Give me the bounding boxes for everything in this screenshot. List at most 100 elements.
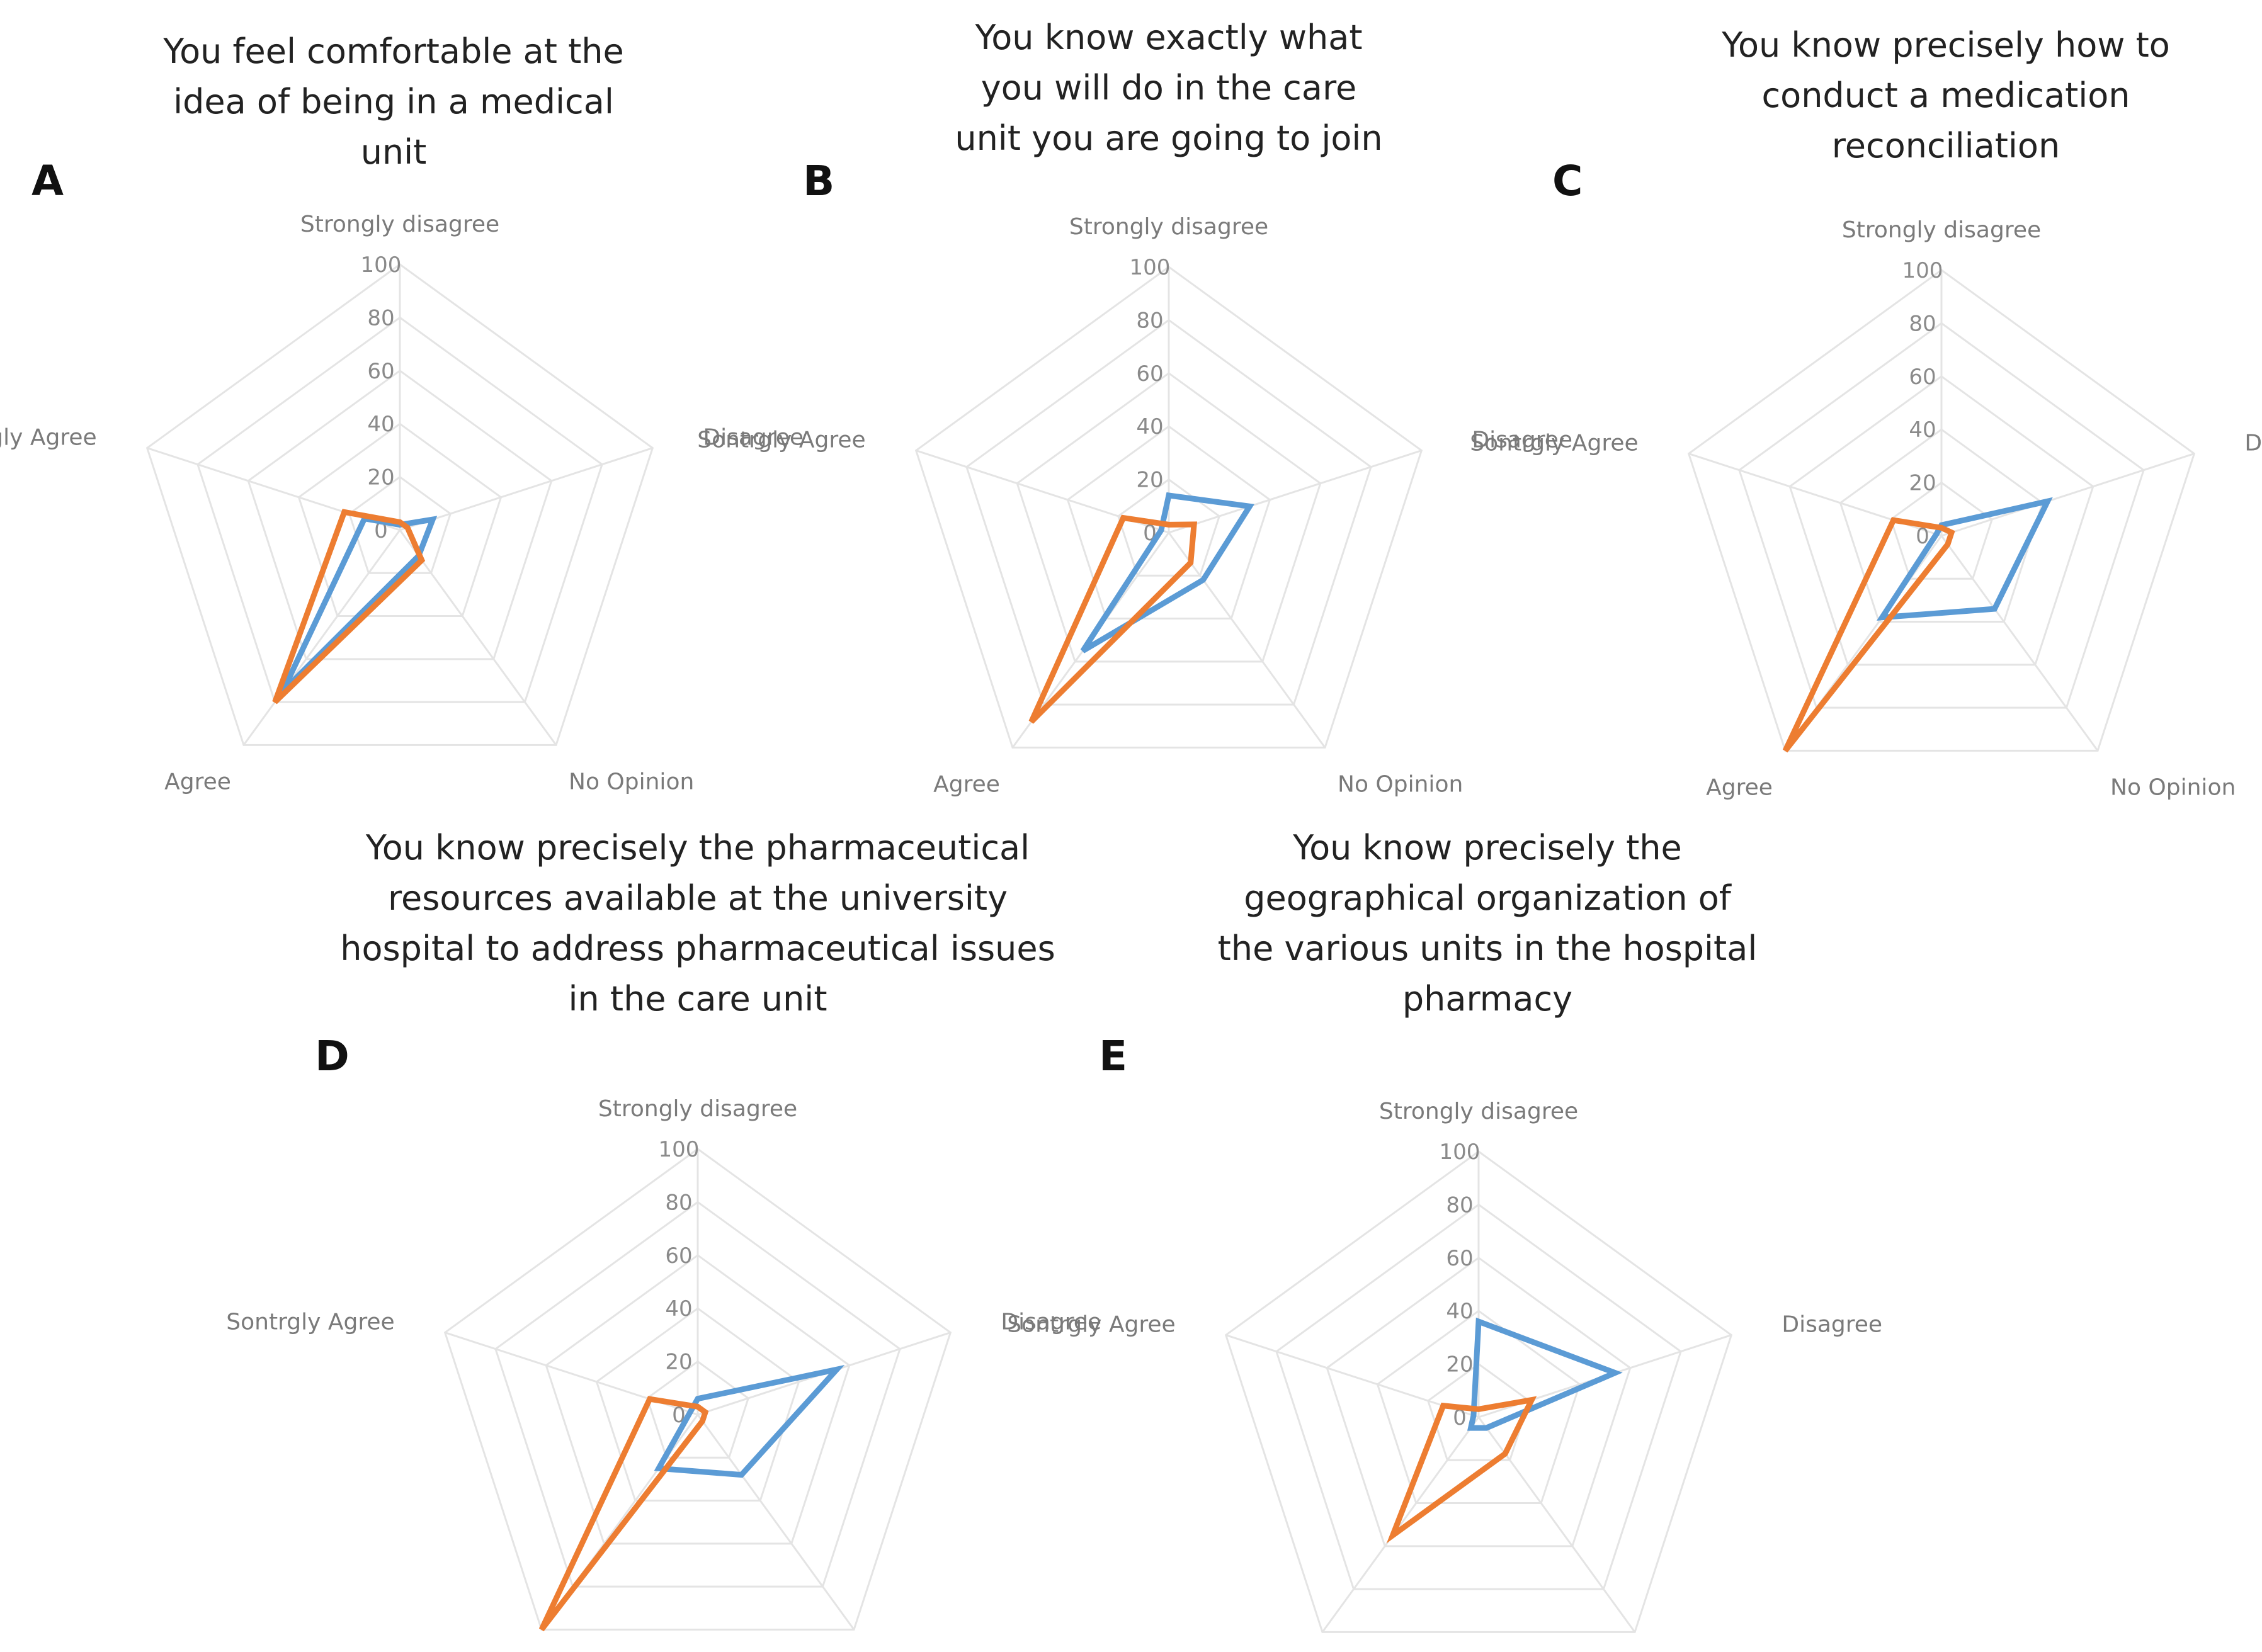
panel-c-letter: C [1552,157,1583,205]
axis-label-no-opinion: No Opinion [1338,771,1463,797]
grid-ring [1376,1310,1581,1505]
grid-ring [1117,478,1221,577]
series-2-line [1782,517,1955,753]
tick-label: 80 [367,305,394,331]
tick-label: 20 [367,465,394,490]
axis-label-no-opinion: No Opinion [2110,774,2236,800]
tick-label: 0 [1453,1405,1467,1430]
tick-label: 100 [659,1137,700,1162]
series-1-line [654,1365,845,1478]
panel-e-letter: E [1099,1032,1127,1080]
tick-label: 80 [1909,311,1936,336]
axis-label-strongly-agree: Sontrgly Agree [0,425,97,451]
tick-label: 100 [1440,1140,1481,1165]
series-1-line [1876,497,2053,621]
grid-ring [494,1201,901,1588]
axis-label-strongly-agree: Sontrgly Agree [226,1310,394,1335]
tick-label: 100 [1130,255,1171,280]
tick-label: 100 [361,252,402,278]
axis-label-disagree: Disagree [1782,1312,1882,1338]
grid-ring [595,1307,800,1502]
axis-spoke-agree [1321,1417,1480,1633]
grid-ring [1839,428,2044,623]
panel-e-title-line: pharmacy [1402,979,1572,1019]
tick-label: 40 [1909,417,1936,443]
axis-label-strongly-disagree: Strongly disagree [1842,217,2041,243]
tick-label: 80 [1446,1192,1473,1218]
tick-label: 60 [367,359,394,384]
grid-ring [1224,1150,1733,1633]
grid-ring [1738,322,2145,709]
grid-ring [297,422,503,618]
panel-b-letter: B [803,157,834,205]
grid-ring [247,369,553,660]
panel-e-title-line: You know precisely the [1292,828,1681,868]
panel-e-title-line: geographical organization of [1244,878,1732,918]
tick-label: 40 [367,412,394,437]
series-2-line [272,509,426,704]
radar-panel-c: You know precisely how to conduct a medic… [1470,25,2262,800]
radar-panel-b: You know exactly what you will do in the … [697,18,1572,797]
panel-d-title-line: resources available at the university [388,878,1008,918]
axis-spoke-no-opinion [1940,535,2099,752]
tick-label: 60 [1909,365,1936,390]
radar-panel-e: You know precisely the geographical organ… [1007,828,1882,1633]
axis-label-no-opinion: No Opinion [569,769,694,795]
panel-d-title-line: You know precisely the pharmaceutical [365,828,1030,868]
tick-label: 20 [665,1350,692,1375]
series-2-line [1028,514,1198,724]
grid-ring [443,1148,952,1631]
tick-label: 20 [1446,1352,1473,1378]
panel-a-title-line: idea of being in a medical [173,82,614,122]
axis-spoke-disagree [1168,450,1422,534]
tick-label: 40 [1136,414,1163,439]
axis-label-disagree: Disagree [2244,431,2262,456]
radar-panel-a: You feel comfortable at the idea of being… [0,31,804,795]
panel-d-letter: D [315,1032,350,1080]
axis-spoke-agree [242,529,401,746]
axis-spoke-no-opinion [1168,532,1326,749]
axis-label-disagree: Disagree [1001,1310,1101,1335]
axis-spoke-strongly-agree [1225,1334,1479,1418]
grid-ring [1788,375,2094,666]
axis-spoke-disagree [399,447,653,531]
tick-label: 80 [665,1190,692,1215]
axis-label-strongly-disagree: Strongly disagree [1379,1099,1578,1124]
grid-ring [145,263,654,746]
grid-ring [196,316,603,703]
panel-a-title-line: You feel comfortable at the [162,31,623,71]
grid-ring [1016,371,1322,663]
series-1-line [1467,1317,1623,1431]
radar-panel-d: You know precisely the pharmaceutical res… [226,828,1101,1632]
grid-ring [965,319,1372,706]
grid-ring [1687,269,2196,752]
axis-spoke-no-opinion [696,1414,855,1631]
grid-ring [1275,1203,1682,1590]
series-2-line [1386,1396,1537,1544]
tick-label: 0 [1916,524,1930,549]
grid-ring [1066,425,1271,620]
tick-label: 40 [1446,1299,1473,1324]
axis-spoke-no-opinion [1477,1417,1636,1633]
grid-ring [545,1253,851,1545]
tick-label: 60 [665,1243,692,1269]
tick-label: 40 [665,1296,692,1321]
axis-label-strongly-agree: Sontrgly Agree [1007,1312,1175,1338]
axis-label-strongly-agree: Sontrgly Agree [1470,431,1638,456]
panel-c-title-line: reconciliation [1832,126,2060,166]
series-1-line [1080,492,1254,653]
grid-ring [1426,1362,1531,1461]
tick-label: 60 [1136,361,1163,387]
axis-label-agree: Agree [164,769,231,795]
panel-c-title-line: You know precisely how to [1721,25,2170,65]
panel-e-title-line: the various units in the hospital [1218,929,1758,968]
axis-label-agree: Agree [933,771,1000,797]
axis-spoke-no-opinion [399,529,557,746]
tick-label: 20 [1136,468,1163,493]
axis-label-strongly-disagree: Strongly disagree [300,212,499,237]
panel-a-letter: A [31,157,64,205]
tick-label: 100 [1902,258,1943,283]
axis-label-disagree: Disagree [1472,427,1572,453]
axis-label-disagree: Disagree [703,425,804,451]
